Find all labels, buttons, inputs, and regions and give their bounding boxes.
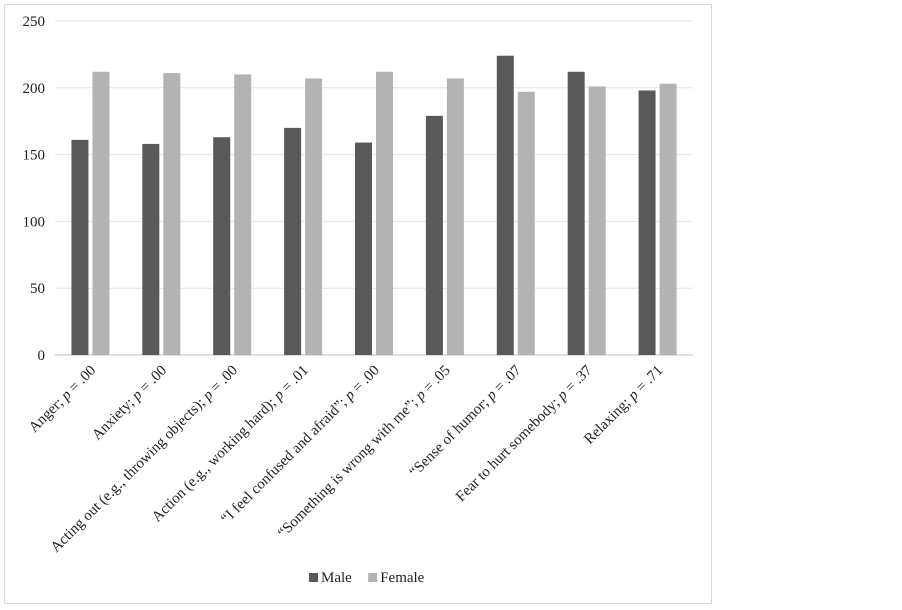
- legend-swatch-female: [368, 573, 378, 582]
- x-tick-label: Action (e.g., working hard); p = .01: [149, 363, 312, 526]
- legend-swatch-male: [309, 573, 318, 582]
- x-tick-label: Relaxing; p = .71: [581, 363, 666, 448]
- y-tick-label: 100: [23, 214, 46, 230]
- bar-male: [567, 71, 585, 355]
- y-tick-label: 50: [30, 281, 45, 297]
- bar-female: [659, 83, 677, 356]
- bar-female: [92, 71, 110, 355]
- y-tick-label: 200: [23, 81, 46, 97]
- bar-male: [142, 143, 160, 355]
- bar-male: [355, 142, 372, 355]
- x-tick-label: Anxiety; p = .00: [89, 363, 170, 444]
- bar-female: [234, 74, 252, 355]
- bar-male: [638, 90, 656, 356]
- bar-male: [213, 137, 231, 355]
- x-tick-label: Anger; p = .00: [26, 363, 99, 436]
- x-tick-label: “I feel confused and afraid”; p = .00: [218, 363, 383, 528]
- x-tick-label: Fear to hurt somebody; p = .37: [453, 362, 596, 505]
- bar-male: [284, 127, 302, 355]
- y-tick-label: 250: [23, 14, 46, 30]
- y-tick-label: 0: [38, 348, 46, 364]
- bar-male: [71, 139, 89, 355]
- bar-female: [376, 71, 393, 355]
- bar-male: [496, 55, 514, 356]
- legend-label-female: Female: [380, 570, 424, 586]
- bar-female: [446, 78, 464, 355]
- bar-male: [425, 115, 443, 355]
- bar-female: [517, 91, 535, 356]
- bar-female: [163, 73, 181, 355]
- bar-female: [305, 78, 323, 355]
- legend-label-male: Male: [321, 570, 352, 586]
- bar-female: [588, 86, 606, 356]
- y-tick-label: 150: [23, 148, 46, 164]
